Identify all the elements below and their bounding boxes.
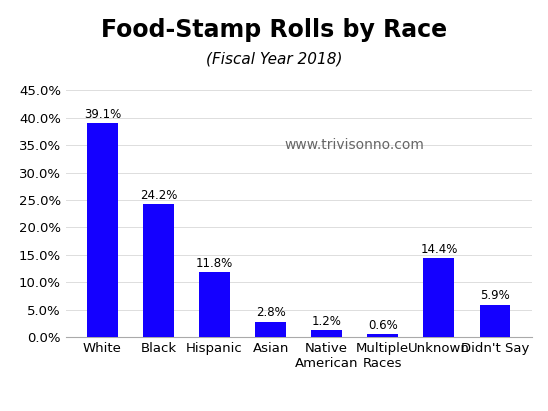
Bar bbox=[367, 334, 398, 337]
Text: 14.4%: 14.4% bbox=[420, 243, 458, 256]
Text: 0.6%: 0.6% bbox=[368, 319, 398, 332]
Text: 11.8%: 11.8% bbox=[196, 257, 233, 270]
Text: 39.1%: 39.1% bbox=[84, 108, 121, 120]
Text: 24.2%: 24.2% bbox=[140, 189, 177, 202]
Text: (Fiscal Year 2018): (Fiscal Year 2018) bbox=[206, 51, 342, 66]
Bar bbox=[199, 272, 230, 337]
Text: 2.8%: 2.8% bbox=[256, 307, 286, 319]
Text: 1.2%: 1.2% bbox=[312, 315, 341, 328]
Bar bbox=[480, 305, 510, 337]
Text: 5.9%: 5.9% bbox=[480, 289, 510, 302]
Bar bbox=[424, 258, 454, 337]
Bar bbox=[87, 123, 118, 337]
Bar bbox=[143, 204, 174, 337]
Text: Food-Stamp Rolls by Race: Food-Stamp Rolls by Race bbox=[101, 18, 447, 42]
Bar bbox=[311, 330, 342, 337]
Bar bbox=[255, 322, 286, 337]
Text: www.trivisonno.com: www.trivisonno.com bbox=[284, 138, 425, 152]
